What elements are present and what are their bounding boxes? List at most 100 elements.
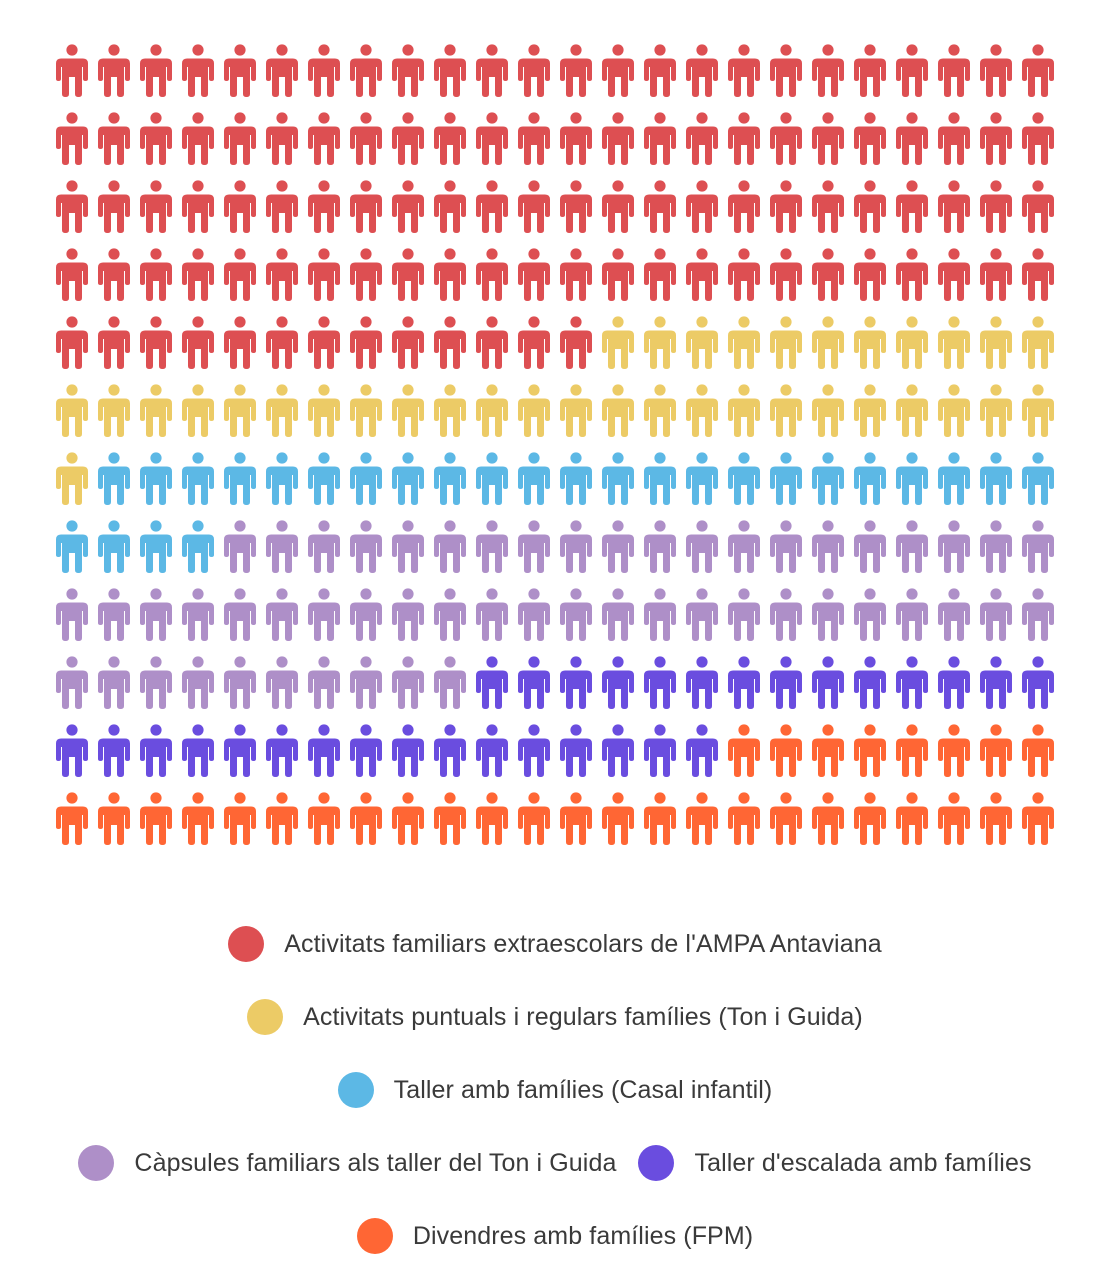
person-icon bbox=[770, 656, 802, 709]
person-icon bbox=[560, 656, 592, 709]
person-icon bbox=[854, 452, 886, 505]
person-icon bbox=[1022, 792, 1054, 845]
person-icon bbox=[896, 112, 928, 165]
person-icon bbox=[980, 588, 1012, 641]
legend-item: Taller d'escalada amb famílies bbox=[638, 1145, 1031, 1181]
person-icon bbox=[644, 180, 676, 233]
legend-color-swatch bbox=[247, 999, 284, 1035]
person-icon bbox=[140, 520, 172, 573]
person-icon bbox=[182, 316, 214, 369]
person-icon bbox=[812, 180, 844, 233]
person-icon bbox=[224, 588, 256, 641]
person-icon bbox=[56, 656, 88, 709]
legend-label: Divendres amb famílies (FPM) bbox=[412, 1221, 754, 1250]
person-icon bbox=[56, 316, 88, 369]
person-icon bbox=[686, 452, 718, 505]
person-icon bbox=[224, 384, 256, 437]
person-icon bbox=[644, 316, 676, 369]
person-icon bbox=[686, 724, 718, 777]
person-icon bbox=[266, 656, 298, 709]
person-icon bbox=[308, 44, 340, 97]
person-icon bbox=[644, 248, 676, 301]
person-icon bbox=[686, 520, 718, 573]
person-icon bbox=[56, 724, 88, 777]
person-icon bbox=[266, 44, 298, 97]
legend-color-swatch bbox=[638, 1145, 675, 1181]
person-icon bbox=[854, 112, 886, 165]
legend-row: Activitats familiars extraescolars de l'… bbox=[0, 926, 1110, 962]
person-icon bbox=[644, 384, 676, 437]
person-icon bbox=[896, 44, 928, 97]
person-icon bbox=[56, 248, 88, 301]
person-icon bbox=[1022, 112, 1054, 165]
person-icon bbox=[392, 44, 424, 97]
person-icon bbox=[476, 316, 508, 369]
person-icon bbox=[602, 316, 634, 369]
person-icon bbox=[392, 180, 424, 233]
person-icon bbox=[350, 112, 382, 165]
person-icon bbox=[350, 452, 382, 505]
person-icon bbox=[266, 588, 298, 641]
person-icon bbox=[392, 520, 424, 573]
person-icon bbox=[938, 248, 970, 301]
person-icon bbox=[140, 656, 172, 709]
person-icon bbox=[182, 452, 214, 505]
person-icon bbox=[392, 656, 424, 709]
person-icon bbox=[140, 588, 172, 641]
person-icon bbox=[182, 724, 214, 777]
person-icon bbox=[644, 792, 676, 845]
person-icon bbox=[518, 520, 550, 573]
person-icon bbox=[224, 792, 256, 845]
person-icon bbox=[182, 588, 214, 641]
person-icon bbox=[266, 248, 298, 301]
person-icon bbox=[644, 656, 676, 709]
person-icon bbox=[1022, 180, 1054, 233]
person-icon bbox=[770, 724, 802, 777]
person-icon bbox=[980, 520, 1012, 573]
person-icon bbox=[602, 384, 634, 437]
person-icon bbox=[434, 316, 466, 369]
person-icon bbox=[56, 112, 88, 165]
person-icon bbox=[896, 588, 928, 641]
person-icon bbox=[224, 724, 256, 777]
legend-row: Càpsules familiars als taller del Ton i … bbox=[0, 1145, 1110, 1181]
person-icon bbox=[938, 316, 970, 369]
person-icon bbox=[854, 384, 886, 437]
person-icon bbox=[476, 112, 508, 165]
person-icon bbox=[518, 180, 550, 233]
person-icon bbox=[266, 792, 298, 845]
person-icon bbox=[518, 588, 550, 641]
person-icon bbox=[728, 520, 760, 573]
person-icon bbox=[1022, 44, 1054, 97]
person-icon bbox=[644, 520, 676, 573]
person-icon bbox=[770, 588, 802, 641]
person-icon bbox=[686, 384, 718, 437]
legend-row: Activitats puntuals i regulars famílies … bbox=[0, 999, 1110, 1035]
person-icon bbox=[518, 656, 550, 709]
person-icon bbox=[812, 452, 844, 505]
person-icon bbox=[518, 316, 550, 369]
person-icon bbox=[728, 44, 760, 97]
person-icon bbox=[476, 792, 508, 845]
person-icon bbox=[854, 316, 886, 369]
person-icon bbox=[392, 112, 424, 165]
person-icon bbox=[770, 112, 802, 165]
person-icon bbox=[728, 316, 760, 369]
person-icon bbox=[560, 44, 592, 97]
person-icon bbox=[56, 520, 88, 573]
person-icon bbox=[98, 656, 130, 709]
person-icon bbox=[728, 588, 760, 641]
person-icon bbox=[980, 384, 1012, 437]
person-icon bbox=[308, 384, 340, 437]
person-icon bbox=[938, 520, 970, 573]
legend-item: Taller amb famílies (Casal infantil) bbox=[337, 1072, 773, 1108]
person-icon bbox=[770, 792, 802, 845]
person-icon bbox=[518, 792, 550, 845]
person-icon bbox=[560, 792, 592, 845]
person-icon bbox=[392, 316, 424, 369]
person-icon bbox=[1022, 588, 1054, 641]
person-icon bbox=[896, 724, 928, 777]
legend-color-swatch bbox=[337, 1072, 374, 1108]
person-icon bbox=[392, 248, 424, 301]
